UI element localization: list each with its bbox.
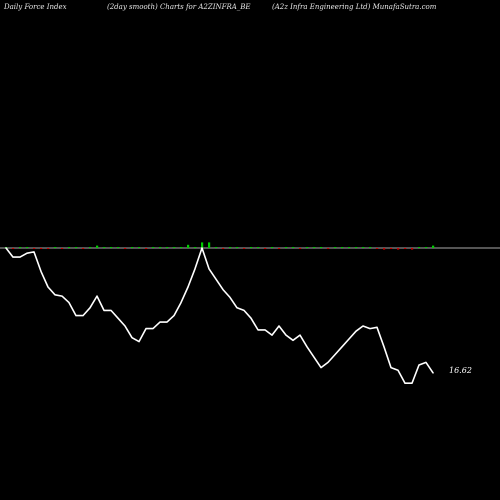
volume-mark xyxy=(334,247,337,248)
volume-mark xyxy=(131,247,134,248)
volume-mark xyxy=(432,245,435,248)
volume-mark xyxy=(313,247,316,248)
volume-mark xyxy=(33,248,36,249)
volume-mark xyxy=(222,248,225,249)
volume-mark xyxy=(215,247,218,248)
volume-mark xyxy=(257,247,260,248)
volume-mark xyxy=(292,247,295,248)
volume-mark xyxy=(299,248,302,249)
volume-mark xyxy=(54,247,57,248)
volume-mark xyxy=(145,248,148,249)
volume-mark xyxy=(341,247,344,248)
volume-mark xyxy=(376,248,379,249)
volume-mark xyxy=(201,242,204,248)
volume-mark xyxy=(243,248,246,249)
volume-mark xyxy=(320,247,323,248)
volume-mark xyxy=(264,248,267,249)
volume-mark xyxy=(236,247,239,248)
volume-mark xyxy=(390,248,393,249)
volume-mark xyxy=(194,247,197,248)
volume-mark xyxy=(173,247,176,248)
volume-mark xyxy=(152,247,155,248)
volume-mark xyxy=(89,247,92,248)
volume-mark xyxy=(19,247,22,248)
volume-mark xyxy=(47,248,50,249)
volume-mark xyxy=(285,247,288,248)
volume-mark xyxy=(411,248,414,250)
volume-mark xyxy=(250,247,253,248)
volume-mark xyxy=(362,247,365,248)
volume-mark xyxy=(369,247,372,248)
chart-header-center: (2day smooth) Charts for A2ZINFRA_BE xyxy=(107,3,251,11)
volume-mark xyxy=(159,247,162,248)
force-index-line xyxy=(5,247,434,385)
volume-mark xyxy=(138,247,141,248)
volume-mark xyxy=(208,242,211,248)
volume-mark xyxy=(68,247,71,248)
volume-mark xyxy=(187,244,190,248)
volume-mark xyxy=(404,248,407,249)
volume-mark xyxy=(418,247,421,248)
chart-header-right: (A2z Infra Engineering Ltd) MunafaSutra.… xyxy=(272,3,437,11)
volume-mark xyxy=(12,248,15,249)
volume-mark xyxy=(96,245,99,248)
volume-mark xyxy=(229,247,232,248)
last-value-label: 16.62 xyxy=(449,366,472,375)
volume-mark xyxy=(271,247,274,248)
volume-mark xyxy=(166,247,169,248)
volume-mark xyxy=(82,248,85,249)
volume-mark xyxy=(61,248,64,249)
volume-mark xyxy=(355,247,358,248)
volume-mark xyxy=(425,247,428,248)
volume-mark xyxy=(383,248,386,250)
volume-mark xyxy=(397,248,400,250)
volume-marks xyxy=(5,242,435,250)
volume-mark xyxy=(180,247,183,248)
chart-header-left: Daily Force Index xyxy=(4,3,67,11)
volume-mark xyxy=(75,247,78,248)
volume-mark xyxy=(278,248,281,249)
volume-mark xyxy=(103,247,106,248)
volume-mark xyxy=(306,247,309,248)
volume-mark xyxy=(40,248,43,249)
volume-mark xyxy=(348,247,351,248)
volume-mark xyxy=(110,247,113,248)
volume-mark xyxy=(124,248,127,249)
volume-mark xyxy=(327,248,330,249)
volume-mark xyxy=(26,247,29,248)
volume-mark xyxy=(117,247,120,248)
